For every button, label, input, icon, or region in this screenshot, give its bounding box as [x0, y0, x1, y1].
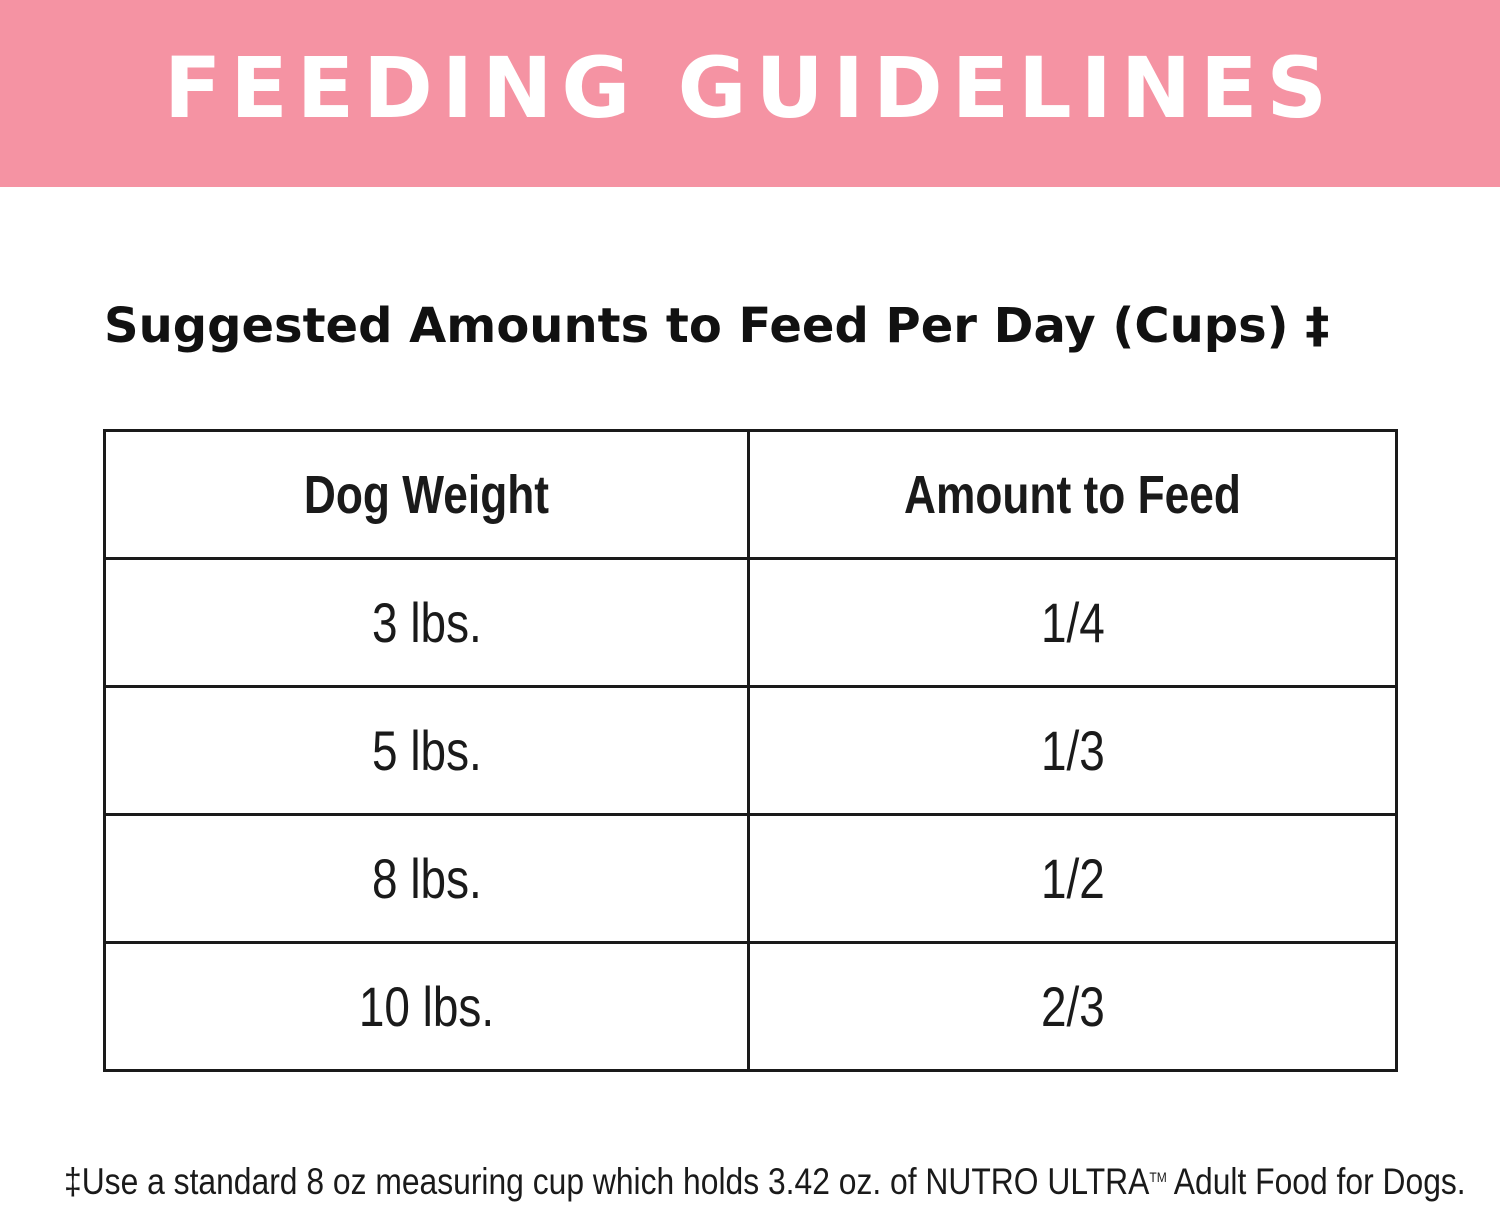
table-row: 5 lbs. 1/3: [103, 685, 1398, 816]
amount-cell: 1/3: [747, 685, 1398, 816]
table-row: 3 lbs. 1/4: [103, 557, 1398, 688]
table-header-row: Dog Weight Amount to Feed: [103, 429, 1398, 560]
table-row: 8 lbs. 1/2: [103, 813, 1398, 944]
amount-cell: 1/2: [747, 813, 1398, 944]
trademark-mark: TM: [1149, 1169, 1167, 1185]
table-row: 10 lbs. 2/3: [103, 941, 1398, 1072]
dog-weight-cell: 5 lbs.: [103, 685, 750, 816]
footnote-end: Adult Food for Dogs.: [1166, 1161, 1466, 1202]
footnote: ‡Use a standard 8 oz measuring cup which…: [64, 1160, 1466, 1204]
dog-weight-cell: 10 lbs.: [103, 941, 750, 1072]
header-amount-to-feed: Amount to Feed: [747, 429, 1398, 560]
feeding-table: Dog Weight Amount to Feed 3 lbs. 1/4 5 l…: [103, 429, 1398, 1072]
table-subtitle: Suggested Amounts to Feed Per Day (Cups)…: [104, 298, 1330, 354]
dog-weight-cell: 3 lbs.: [103, 557, 750, 688]
header-banner: FEEDING GUIDELINES: [0, 0, 1500, 187]
banner-title: FEEDING GUIDELINES: [163, 38, 1337, 137]
amount-cell: 1/4: [747, 557, 1398, 688]
amount-cell: 2/3: [747, 941, 1398, 1072]
header-dog-weight: Dog Weight: [103, 429, 750, 560]
footnote-text: ‡Use a standard 8 oz measuring cup which…: [64, 1160, 1466, 1204]
footnote-main: ‡Use a standard 8 oz measuring cup which…: [64, 1161, 1150, 1202]
dog-weight-cell: 8 lbs.: [103, 813, 750, 944]
